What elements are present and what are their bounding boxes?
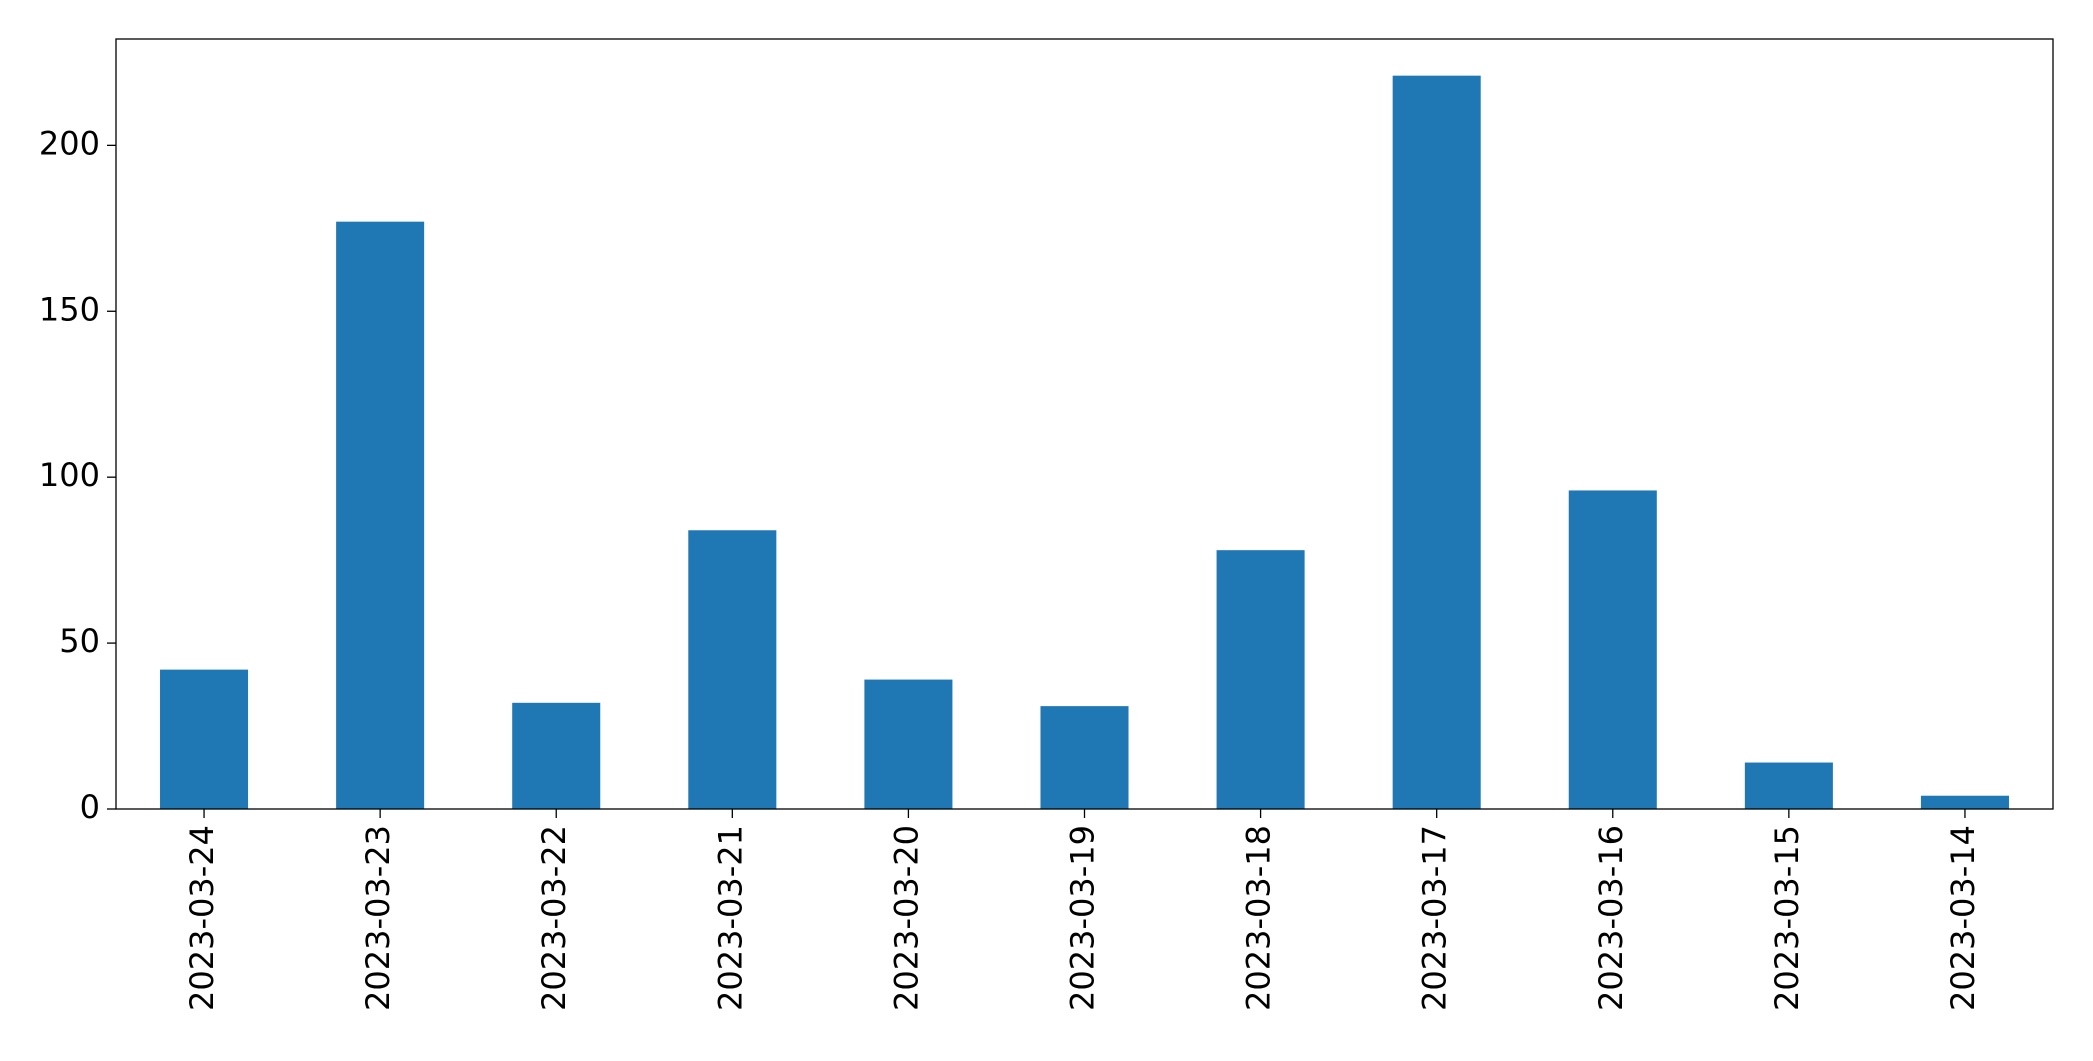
x-tick-label: 2023-03-21 [711, 825, 749, 1011]
bar [1392, 75, 1481, 809]
x-tick-label: 2023-03-20 [887, 825, 925, 1011]
y-tick-label: 200 [39, 124, 100, 162]
x-tick-label: 2023-03-15 [1768, 825, 1806, 1011]
plot-frame [115, 38, 2054, 810]
bar [512, 702, 601, 809]
y-tick-label: 50 [59, 622, 100, 660]
x-tick-label: 2023-03-16 [1592, 825, 1630, 1011]
bar [336, 221, 425, 809]
y-tick-label: 100 [39, 456, 100, 494]
x-tick-label: 2023-03-14 [1944, 825, 1982, 1011]
x-tick-label: 2023-03-24 [183, 825, 221, 1011]
x-tick-label: 2023-03-23 [359, 825, 397, 1011]
bar [1040, 706, 1129, 809]
y-tick-label: 0 [80, 788, 100, 826]
x-tick-label: 2023-03-18 [1240, 825, 1278, 1011]
bar [1216, 550, 1305, 809]
x-tick-label: 2023-03-17 [1416, 825, 1454, 1011]
bar [1568, 490, 1657, 809]
bar [864, 679, 953, 809]
y-tick-label: 150 [39, 290, 100, 328]
bar [160, 669, 249, 809]
x-tick-label: 2023-03-22 [535, 825, 573, 1011]
x-tick-label: 2023-03-19 [1064, 825, 1102, 1011]
bar [1920, 795, 2009, 809]
bar [688, 530, 777, 809]
bar [1744, 762, 1833, 809]
